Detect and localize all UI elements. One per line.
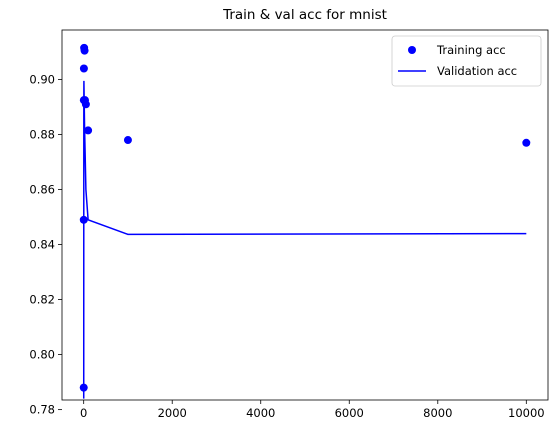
training-acc-point	[84, 126, 93, 135]
plot-frame	[61, 29, 549, 401]
legend-box	[391, 35, 542, 87]
y-axis: 0.78 0.80 0.82 0.84 0.86 0.88 0.90	[29, 73, 62, 417]
y-tick-label: 0.82	[29, 293, 55, 307]
plot-area	[79, 43, 531, 399]
x-tick-label: 4000	[246, 406, 275, 420]
legend: Training acc Validation acc	[391, 35, 542, 87]
training-acc-point	[522, 138, 531, 147]
training-acc-point	[79, 215, 88, 224]
training-acc-point	[123, 136, 132, 145]
chart-title: Train & val acc for mnist	[222, 7, 387, 23]
legend-training-marker	[408, 46, 416, 54]
y-tick-label: 0.84	[29, 238, 55, 252]
x-axis: 0 2000 4000 6000 8000 10000	[80, 400, 545, 420]
x-tick-label: 2000	[158, 406, 187, 420]
legend-training-label: Training acc	[436, 43, 506, 57]
validation-acc-line	[82, 80, 527, 399]
y-tick-label: 0.78	[29, 403, 55, 417]
training-acc-point	[80, 46, 89, 55]
legend-validation-label: Validation acc	[437, 64, 517, 78]
training-acc-point	[79, 383, 88, 392]
training-acc-point	[81, 100, 90, 109]
x-tick-label: 8000	[423, 406, 452, 420]
y-tick-label: 0.90	[29, 73, 55, 87]
x-tick-label: 0	[80, 406, 87, 420]
y-tick-label: 0.86	[29, 183, 55, 197]
y-tick-label: 0.88	[29, 128, 55, 142]
training-acc-point	[79, 64, 88, 73]
x-tick-label: 6000	[335, 406, 364, 420]
y-tick-label: 0.80	[29, 348, 55, 362]
x-tick-label: 10000	[508, 406, 545, 420]
